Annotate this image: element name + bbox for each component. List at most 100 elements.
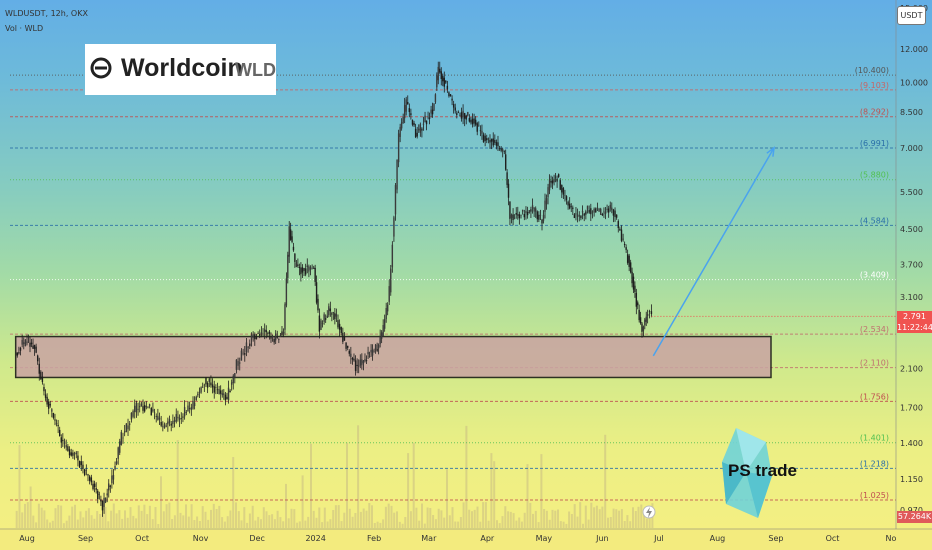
candle-body bbox=[385, 308, 387, 320]
candle-body bbox=[362, 360, 365, 364]
candle-body bbox=[294, 253, 296, 262]
volume-bar bbox=[57, 505, 60, 528]
volume-bar bbox=[237, 511, 240, 528]
volume-bar bbox=[29, 486, 32, 528]
volume-bar bbox=[634, 511, 637, 528]
candle-body bbox=[226, 396, 228, 400]
candle-body bbox=[448, 92, 450, 97]
candle-body bbox=[306, 265, 308, 268]
candle-body bbox=[440, 71, 442, 79]
candle-body bbox=[260, 332, 263, 335]
ps-trade-logo-icon bbox=[722, 428, 772, 518]
volume-bar bbox=[248, 513, 251, 528]
candle-body bbox=[160, 421, 162, 426]
candle-body bbox=[364, 359, 366, 362]
volume-bar bbox=[218, 505, 221, 528]
candle-body bbox=[55, 423, 58, 424]
volume-bar bbox=[520, 521, 523, 528]
candle-body bbox=[648, 311, 651, 312]
candle-body bbox=[295, 262, 298, 267]
volume-bar bbox=[96, 511, 99, 528]
candle-body bbox=[216, 389, 219, 391]
candle-body bbox=[598, 208, 600, 212]
candle-body bbox=[407, 101, 409, 105]
currency-unit-button[interactable]: USDT bbox=[897, 6, 926, 25]
volume-bar bbox=[54, 508, 57, 528]
x-tick-label: Oct bbox=[826, 534, 840, 543]
x-tick-label: Apr bbox=[480, 534, 495, 543]
candle-body bbox=[457, 112, 460, 113]
candle-body bbox=[188, 408, 191, 409]
candle-body bbox=[332, 312, 335, 313]
candle-body bbox=[148, 404, 151, 407]
volume-bar bbox=[140, 510, 143, 528]
support-zone bbox=[14, 335, 772, 379]
candle-body bbox=[637, 302, 639, 306]
volume-bar bbox=[171, 519, 174, 528]
volume-bar bbox=[337, 505, 340, 528]
candle-body bbox=[635, 292, 638, 307]
candle-body bbox=[556, 178, 558, 182]
candle-body bbox=[611, 207, 613, 210]
candle-body bbox=[170, 423, 172, 426]
candle-body bbox=[625, 247, 627, 250]
candle-body bbox=[326, 315, 328, 318]
candle-body bbox=[51, 409, 53, 412]
candle-body bbox=[175, 414, 177, 422]
candle-body bbox=[210, 382, 212, 386]
candle-body bbox=[304, 268, 307, 275]
candle-body bbox=[410, 113, 412, 116]
candle-body bbox=[612, 209, 615, 216]
volume-bar bbox=[346, 442, 348, 528]
candle-body bbox=[281, 331, 283, 335]
candle-body bbox=[470, 119, 472, 123]
volume-bar bbox=[268, 515, 271, 528]
candle-body bbox=[140, 403, 143, 407]
candle-body bbox=[139, 406, 141, 408]
volume-bar bbox=[401, 523, 404, 528]
candle-body bbox=[564, 195, 566, 196]
candle-body bbox=[544, 200, 546, 212]
volume-indicator-label[interactable]: Vol · WLD bbox=[5, 24, 44, 33]
x-tick-label: Jul bbox=[653, 534, 664, 543]
candle-body bbox=[205, 377, 207, 385]
volume-bar bbox=[340, 521, 343, 528]
candle-body bbox=[40, 371, 42, 380]
candle-body bbox=[391, 244, 394, 268]
volume-bar bbox=[51, 520, 54, 528]
candle-body bbox=[313, 267, 315, 269]
candle-body bbox=[585, 211, 587, 215]
candle-body bbox=[65, 445, 67, 448]
volume-bar bbox=[129, 507, 132, 528]
volume-bar bbox=[565, 523, 568, 528]
volume-bar bbox=[343, 512, 346, 528]
x-tick-label: Jun bbox=[595, 534, 609, 543]
candle-body bbox=[353, 358, 355, 361]
candle-body bbox=[187, 405, 189, 412]
volume-bar bbox=[396, 511, 398, 528]
candle-body bbox=[481, 130, 483, 134]
candle-body bbox=[604, 211, 607, 215]
volume-bar bbox=[507, 511, 510, 528]
volume-bar bbox=[190, 504, 193, 528]
candle-body bbox=[314, 267, 316, 282]
candle-body bbox=[562, 188, 565, 195]
candle-body bbox=[583, 213, 585, 216]
volume-bar bbox=[490, 453, 493, 528]
volume-bar bbox=[529, 502, 532, 528]
level-label: (2.110) bbox=[860, 359, 889, 368]
candle-body bbox=[211, 384, 214, 388]
volume-bar bbox=[198, 521, 201, 528]
candle-body bbox=[152, 409, 154, 412]
candle-body bbox=[52, 412, 55, 418]
candle-body bbox=[235, 359, 238, 370]
current-price-value: 2.791 bbox=[903, 312, 926, 321]
candle-body bbox=[538, 214, 540, 220]
y-tick-label: 3.700 bbox=[900, 261, 923, 270]
x-tick-label: Dec bbox=[249, 534, 264, 543]
volume-bar bbox=[515, 520, 518, 528]
y-tick-label: 1.400 bbox=[900, 439, 923, 448]
symbol-header[interactable]: WLDUSDT, 12h, OKX bbox=[5, 9, 88, 18]
